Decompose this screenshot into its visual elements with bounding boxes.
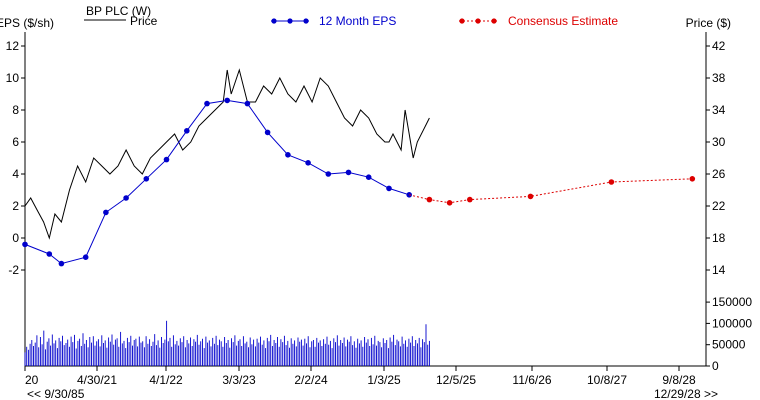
legend-price-label: Price (130, 14, 158, 28)
eps-point (386, 185, 392, 192)
eps-series (22, 97, 413, 267)
volume-axis-tick-label: 150000 (712, 295, 752, 309)
consensus-point (608, 179, 615, 185)
x-axis-tick-label: 20 (25, 373, 39, 387)
eps-point (204, 100, 210, 107)
x-axis-tick-label: 3/3/23 (222, 373, 256, 387)
eps-line (24, 99, 410, 265)
eps-point (58, 260, 65, 267)
legend-eps-marker (303, 18, 309, 24)
right-axis-label: Price ($) (686, 16, 731, 30)
eps-point (305, 160, 311, 166)
volume-bars (24, 320, 430, 366)
consensus-point (446, 200, 453, 206)
x-range-end-label: 12/29/28 >> (654, 387, 718, 400)
left-axis-tick-label: 8 (12, 103, 19, 117)
x-axis-ticks: 20 4/30/21 4/1/22 3/3/23 2/2/24 1/3/25 12/5/25… (24, 366, 696, 387)
consensus-point (426, 196, 433, 203)
eps-point (143, 176, 150, 182)
right-axis-tick-label: 26 (712, 167, 726, 181)
eps-point (224, 97, 230, 104)
eps-point (244, 100, 251, 107)
eps-point (184, 128, 190, 134)
chart-title: BP PLC (W) (86, 4, 151, 18)
left-axis-tick-label: 2 (12, 199, 19, 213)
x-axis-tick-label: 9/8/28 (662, 373, 696, 387)
consensus-series (409, 176, 696, 206)
right-axis-ticks: 14 18 22 26 30 34 38 42 (706, 39, 726, 277)
eps-point (103, 209, 109, 216)
eps-point (365, 174, 372, 180)
eps-point (285, 152, 291, 158)
x-axis-tick-label: 4/30/21 (77, 373, 117, 387)
volume-axis-ticks: 0 50000 100000 150000 (706, 295, 752, 373)
left-axis-tick-label: 10 (6, 71, 20, 85)
left-axis-tick-label: 6 (12, 135, 19, 149)
right-axis-tick-label: 34 (712, 103, 726, 117)
eps-point (123, 195, 129, 201)
x-axis-tick-label: 2/2/24 (294, 373, 328, 387)
left-axis-ticks: -2 0 2 4 6 8 10 12 (6, 39, 25, 277)
x-axis-tick-label: 10/8/27 (587, 373, 627, 387)
right-axis-tick-label: 18 (712, 231, 726, 245)
x-axis-tick-label: 11/6/26 (512, 373, 551, 387)
x-axis-tick-label: 1/3/25 (367, 373, 401, 387)
legend-consensus-marker (459, 18, 465, 24)
legend-consensus-marker (491, 18, 497, 24)
volume-axis-tick-label: 0 (712, 359, 719, 373)
right-axis-tick-label: 22 (712, 199, 726, 213)
x-axis-tick-label: 12/5/25 (436, 373, 476, 387)
consensus-point (467, 196, 473, 203)
eps-point (345, 169, 352, 176)
x-axis-tick-label: 4/1/22 (149, 373, 183, 387)
left-axis-tick-label: -2 (8, 263, 19, 277)
legend: Price 12 Month EPS Consensus Estimate (84, 14, 618, 28)
consensus-line (409, 178, 693, 204)
volume-axis-tick-label: 100000 (712, 316, 752, 330)
eps-point (46, 251, 53, 257)
eps-point (325, 171, 332, 177)
price-series (24, 68, 430, 240)
consensus-point (689, 176, 696, 182)
eps-point (82, 254, 89, 260)
right-axis-tick-label: 38 (712, 71, 726, 85)
right-axis-tick-label: 42 (712, 39, 726, 53)
legend-consensus-label: Consensus Estimate (508, 14, 618, 28)
right-axis-tick-label: 14 (712, 263, 726, 277)
left-axis-tick-label: 0 (12, 231, 19, 245)
left-axis-label: EPS ($/sh) (0, 16, 54, 30)
eps-point (22, 241, 28, 248)
legend-eps-label: 12 Month EPS (319, 14, 396, 28)
legend-eps-marker (271, 18, 277, 24)
volume-axis-tick-label: 50000 (712, 338, 746, 352)
right-axis-tick-label: 30 (712, 135, 726, 149)
legend-consensus-marker (475, 18, 481, 24)
eps-point (264, 129, 271, 136)
legend-eps-marker (287, 18, 293, 24)
x-range-start-label: << 9/30/85 (27, 387, 85, 400)
left-axis-tick-label: 12 (6, 39, 20, 53)
price-line (24, 68, 430, 240)
consensus-point (527, 193, 534, 200)
left-axis-tick-label: 4 (12, 167, 19, 181)
eps-point (163, 156, 170, 163)
